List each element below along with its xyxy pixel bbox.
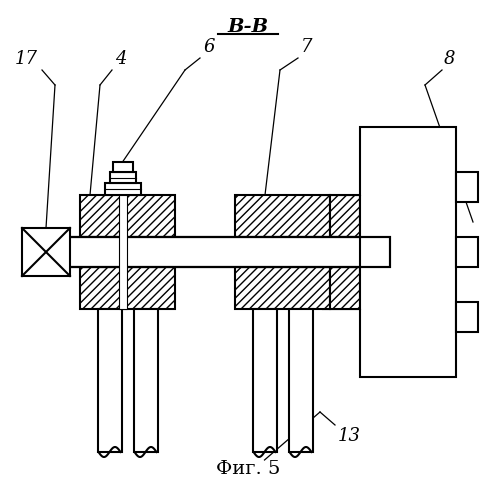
Bar [22,228,70,276]
Bar [80,267,175,309]
Text: 6: 6 [203,38,214,56]
Bar [80,195,175,237]
Bar [456,172,478,202]
Bar [235,267,330,309]
Bar [80,237,175,267]
Bar [119,195,126,309]
Text: 4: 4 [115,50,126,68]
Bar [289,309,312,452]
Text: Фиг. 5: Фиг. 5 [216,460,280,478]
Bar [252,309,276,452]
Text: 8: 8 [444,50,455,68]
Bar [235,237,330,267]
Bar [68,237,390,267]
Bar [110,172,135,183]
Bar [360,127,456,377]
Bar [113,162,132,172]
Text: В-В: В-В [228,18,268,36]
Bar [235,195,330,237]
Bar [330,195,360,237]
Bar [98,309,122,452]
Text: 7: 7 [301,38,312,56]
Bar [456,302,478,332]
Bar [68,237,390,267]
Bar [133,309,158,452]
Bar [330,237,360,267]
Text: 13: 13 [338,427,361,445]
Bar [68,237,390,267]
Bar [80,309,175,452]
Bar [456,237,478,267]
Bar [105,183,140,195]
Bar [330,267,360,309]
Text: 17: 17 [15,50,38,68]
